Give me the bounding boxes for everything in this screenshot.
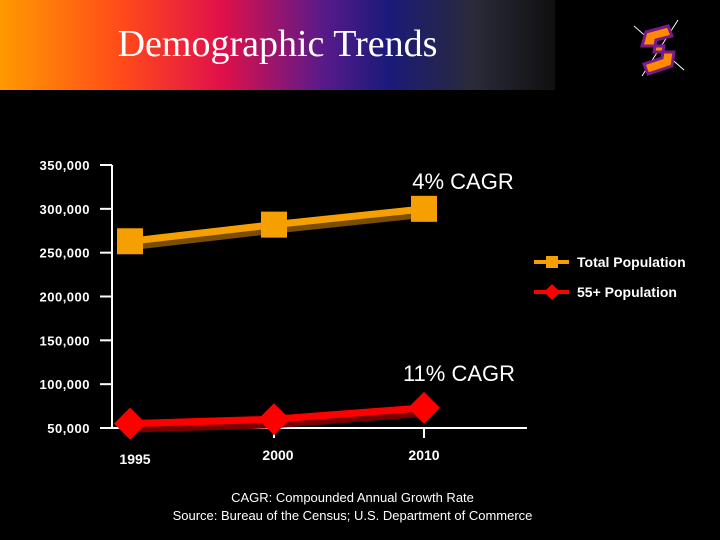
cagr-annotation: 11% CAGR bbox=[403, 361, 515, 386]
x-axis: 1995 2000 2010 bbox=[112, 427, 527, 467]
legend-marker-diamond bbox=[544, 284, 560, 300]
y-tick-label: 250,000 bbox=[40, 246, 91, 261]
y-tick-label: 300,000 bbox=[40, 202, 91, 217]
x-tick-label: 1995 bbox=[119, 451, 150, 467]
y-axis: 350,000 300,000 250,000 200,000 150,000 100,0… bbox=[40, 158, 113, 436]
legend-marker-square bbox=[546, 256, 558, 268]
y-tick-label: 100,000 bbox=[40, 377, 91, 392]
y-tick-label: 200,000 bbox=[40, 290, 91, 305]
data-point-diamond bbox=[258, 403, 290, 436]
series-layer bbox=[114, 195, 440, 440]
data-point-diamond bbox=[408, 391, 440, 424]
legend: Total Population 55+ Population bbox=[534, 254, 686, 300]
data-point-square bbox=[261, 211, 287, 238]
data-point-diamond bbox=[114, 407, 146, 440]
y-tick-label: 50,000 bbox=[47, 421, 90, 436]
data-point-square bbox=[411, 195, 437, 222]
legend-label: 55+ Population bbox=[577, 284, 677, 300]
cagr-annotation: 4% CAGR bbox=[412, 169, 513, 194]
title-banner bbox=[0, 0, 555, 90]
data-point-square bbox=[117, 228, 143, 255]
page-title: Demographic Trends bbox=[117, 23, 438, 65]
y-tick-label: 350,000 bbox=[40, 158, 91, 173]
annotations: 4% CAGR 11% CAGR bbox=[403, 169, 515, 386]
stylized-s-logo-icon bbox=[633, 19, 685, 77]
x-tick-label: 2000 bbox=[262, 447, 293, 463]
legend-label: Total Population bbox=[577, 254, 686, 270]
footnote-source: Source: Bureau of the Census; U.S. Depar… bbox=[172, 508, 533, 523]
x-tick-label: 2010 bbox=[408, 447, 439, 463]
y-tick-label: 150,000 bbox=[40, 333, 91, 348]
footnote-cagr: CAGR: Compounded Annual Growth Rate bbox=[231, 490, 474, 505]
